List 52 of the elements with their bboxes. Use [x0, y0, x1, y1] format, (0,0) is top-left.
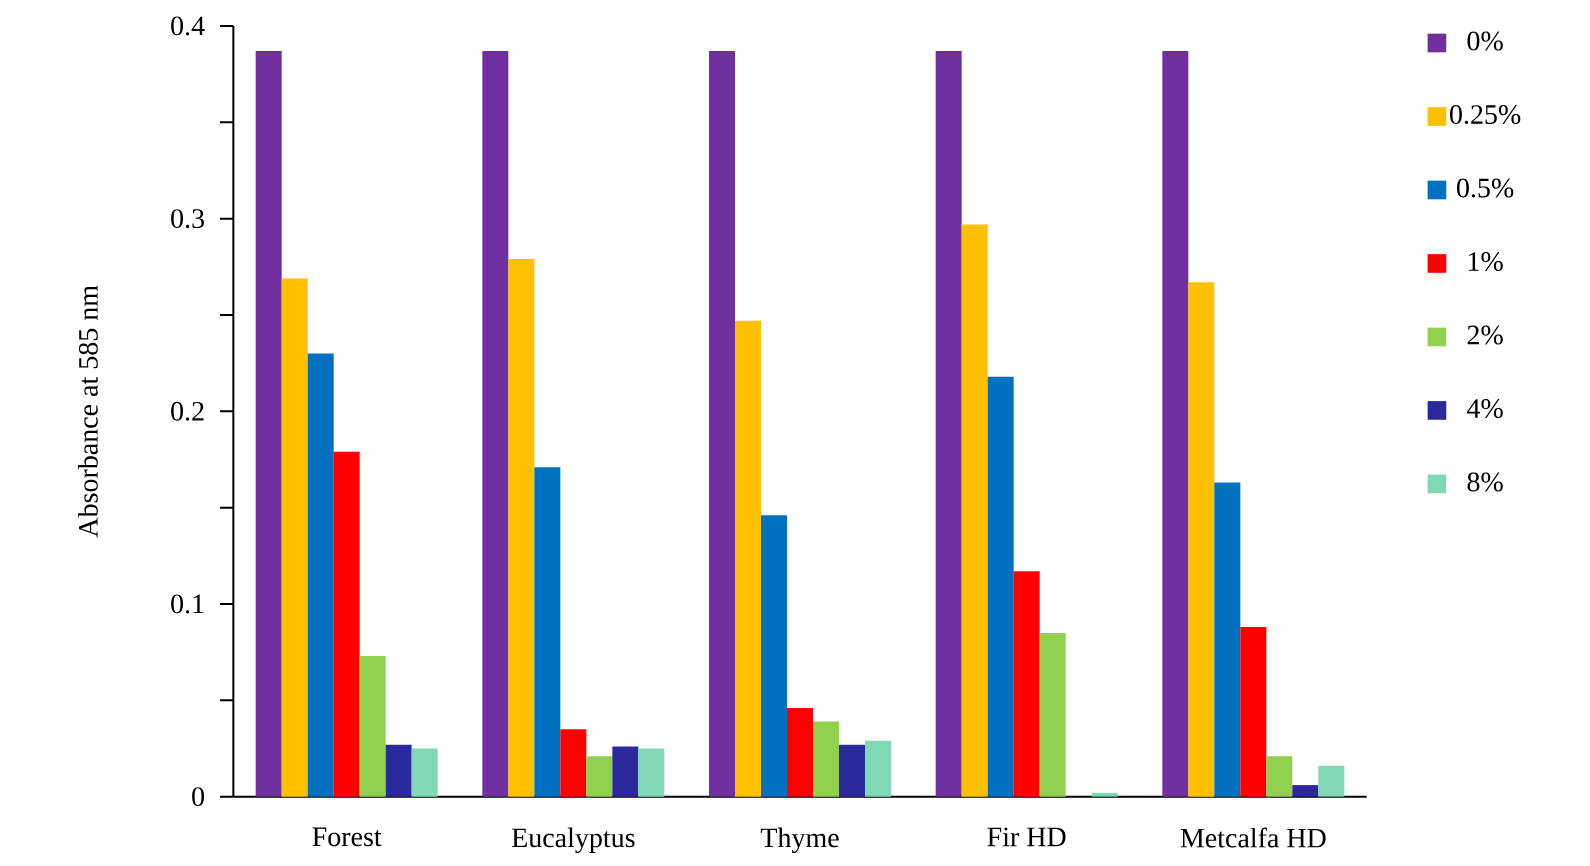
bar — [281, 278, 308, 797]
bar — [508, 259, 535, 797]
bar — [586, 756, 613, 797]
bar — [1013, 571, 1040, 797]
bar — [638, 748, 665, 797]
x-tick-label: Fir HD — [987, 827, 1066, 847]
bar — [787, 708, 814, 797]
legend-label: 0% — [1467, 31, 1503, 51]
bar — [839, 744, 866, 797]
bar — [333, 451, 360, 797]
y-tick-label: 0.2 — [171, 401, 204, 421]
legend-label: 0.25% — [1450, 105, 1521, 125]
legend-label: 8% — [1467, 472, 1503, 492]
legend-label: 0.5% — [1457, 178, 1514, 198]
bar — [560, 729, 587, 797]
bar — [385, 744, 412, 797]
bar — [1039, 632, 1066, 797]
bar — [1091, 792, 1118, 797]
bar — [961, 224, 988, 797]
bar — [761, 515, 788, 797]
bar — [255, 51, 282, 797]
bar — [534, 467, 561, 797]
bar — [1266, 756, 1293, 797]
y-tick-label: 0.1 — [171, 594, 204, 614]
bar — [1240, 627, 1267, 797]
legend-label: 2% — [1467, 325, 1503, 345]
y-tick-label: 0.4 — [171, 16, 205, 36]
x-tick-label: Metcalfa HD — [1180, 827, 1326, 848]
y-axis-title: Absorbance at 585 nm — [78, 285, 98, 538]
bar — [865, 740, 892, 797]
bar — [411, 748, 438, 797]
bar — [987, 376, 1014, 797]
y-tick-label: 0.3 — [171, 209, 204, 229]
bar — [1188, 282, 1215, 797]
bar — [1162, 51, 1189, 797]
legend-label: 4% — [1466, 399, 1503, 419]
x-tick-label: Thyme — [760, 827, 839, 854]
x-tick-label: Forest — [312, 827, 382, 847]
bar — [359, 656, 386, 797]
bar — [482, 51, 509, 797]
bar — [735, 320, 762, 797]
bar — [307, 353, 334, 797]
bar — [1214, 482, 1241, 797]
y-tick-label: 0 — [192, 787, 205, 807]
bar — [612, 746, 639, 797]
bar — [709, 51, 736, 797]
bar — [935, 51, 962, 797]
bar — [1318, 765, 1345, 797]
bar — [813, 721, 840, 797]
bar — [1292, 785, 1319, 797]
x-tick-label: Eucalyptus — [511, 827, 635, 854]
legend-label: 1% — [1468, 252, 1503, 272]
